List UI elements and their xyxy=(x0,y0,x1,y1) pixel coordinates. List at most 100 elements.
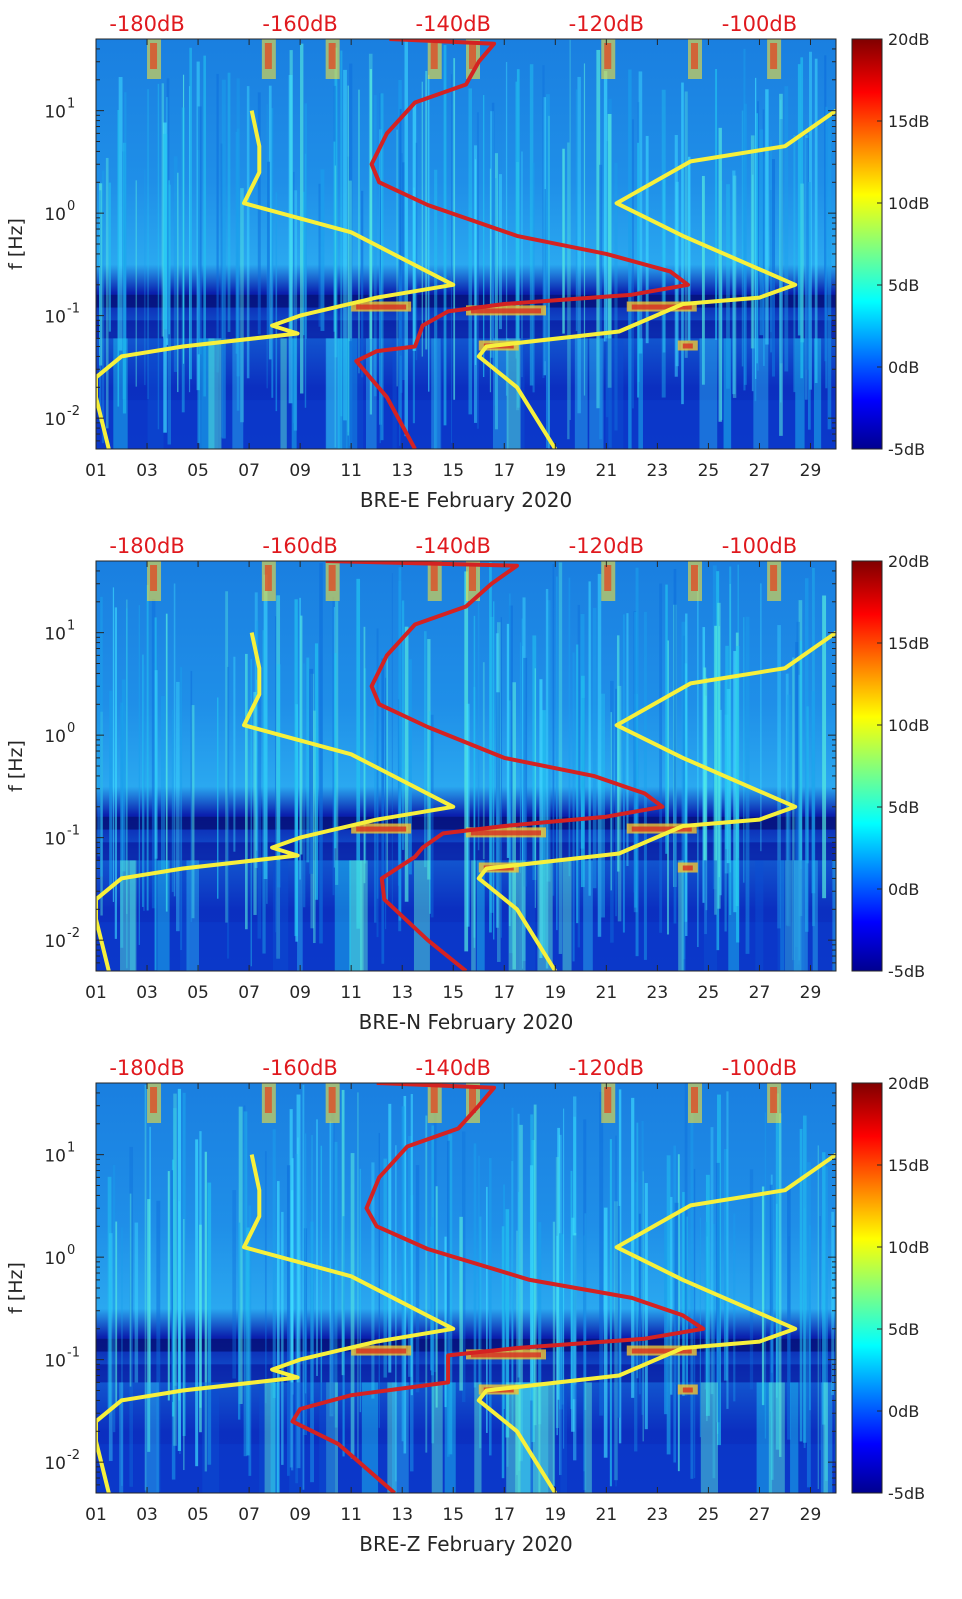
colorbar-gradient xyxy=(851,38,883,450)
colorbar-tick-label: 10dB xyxy=(888,716,930,735)
colorbar: 20dB 15dB 10dB 5dB 0dB -5dB xyxy=(851,30,930,459)
colorbar-tick-label: 0dB xyxy=(888,358,919,377)
x-tick-label: 03 xyxy=(136,461,158,481)
y-axis-label: f [Hz] xyxy=(5,218,27,270)
y-tick-label: 10 xyxy=(44,830,66,850)
y-tick-label: 10 xyxy=(44,308,66,328)
y-tick-exponent: 1 xyxy=(67,1141,75,1156)
median-psd-line xyxy=(325,561,665,971)
y-tick-label: 10 xyxy=(44,410,66,430)
x-tick-label: 05 xyxy=(187,983,209,1003)
x-tick-label: 25 xyxy=(698,1505,720,1525)
colorbar-tick-label: 15dB xyxy=(888,634,930,653)
y-tick-label: 10 xyxy=(44,1147,66,1167)
y-tick-exponent: -1 xyxy=(67,1346,80,1361)
x-tick-label: 27 xyxy=(749,461,771,481)
colorbar-tick-label: 0dB xyxy=(888,1402,919,1421)
x-tick-label: 25 xyxy=(698,461,720,481)
spectrogram-background xyxy=(96,39,836,449)
colorbar: 20dB 15dB 10dB 5dB 0dB -5dB xyxy=(851,552,930,981)
colorbar-tick-label: 20dB xyxy=(888,1074,930,1093)
top-db-label: -140dB xyxy=(416,12,491,36)
x-tick-label: 15 xyxy=(442,983,464,1003)
y-axis-label: f [Hz] xyxy=(5,740,27,792)
y-tick-exponent: 0 xyxy=(67,199,75,214)
colorbar-tick-label: -5dB xyxy=(888,962,925,981)
x-tick-label: 01 xyxy=(85,1505,107,1525)
top-db-label: -120dB xyxy=(569,12,644,36)
x-tick-label: 11 xyxy=(340,1505,362,1525)
x-tick-label: 09 xyxy=(289,461,311,481)
x-tick-label: 19 xyxy=(544,983,566,1003)
y-tick-exponent: 1 xyxy=(67,619,75,634)
x-tick-label: 11 xyxy=(340,983,362,1003)
x-tick-label: 17 xyxy=(493,983,515,1003)
top-db-label: -120dB xyxy=(569,1056,644,1080)
colorbar-tick-label: 5dB xyxy=(888,798,919,817)
x-tick-label: 01 xyxy=(85,983,107,1003)
colorbar-tick-label: 5dB xyxy=(888,1320,919,1339)
x-tick-label: 11 xyxy=(340,461,362,481)
y-tick-label: 10 xyxy=(44,932,66,952)
x-tick-label: 29 xyxy=(800,461,822,481)
x-tick-label: 15 xyxy=(442,461,464,481)
y-tick-exponent: -2 xyxy=(67,1448,80,1463)
x-tick-label: 29 xyxy=(800,983,822,1003)
x-tick-label: 05 xyxy=(187,1505,209,1525)
x-tick-label: 23 xyxy=(647,983,669,1003)
spectrogram-background xyxy=(96,1083,836,1493)
x-axis-label: BRE-Z February 2020 xyxy=(359,1532,572,1556)
x-tick-label: 17 xyxy=(493,461,515,481)
y-tick-exponent: -1 xyxy=(67,302,80,317)
x-tick-label: 13 xyxy=(391,461,413,481)
x-tick-label: 25 xyxy=(698,983,720,1003)
low-noise-model-line xyxy=(96,110,456,449)
top-db-label: -180dB xyxy=(109,534,184,558)
median-psd-line xyxy=(290,1083,706,1493)
top-db-label: -160dB xyxy=(262,534,337,558)
x-tick-label: 15 xyxy=(442,1505,464,1525)
x-tick-label: 27 xyxy=(749,1505,771,1525)
low-noise-model-line xyxy=(96,1154,456,1493)
y-tick-label: 10 xyxy=(44,103,66,123)
y-tick-exponent: -2 xyxy=(67,926,80,941)
low-noise-model-line xyxy=(96,632,456,971)
y-tick-exponent: 0 xyxy=(67,721,75,736)
top-db-label: -100dB xyxy=(722,1056,797,1080)
y-tick-label: 10 xyxy=(44,625,66,645)
high-noise-model-line xyxy=(476,1152,836,1493)
y-tick-exponent: -1 xyxy=(67,824,80,839)
x-axis-label: BRE-E February 2020 xyxy=(360,488,572,512)
colorbar-tick-label: -5dB xyxy=(888,440,925,459)
high-noise-model-line xyxy=(476,108,836,449)
x-tick-label: 17 xyxy=(493,1505,515,1525)
top-db-label: -140dB xyxy=(416,534,491,558)
colorbar-tick-label: 20dB xyxy=(888,552,930,571)
top-db-label: -180dB xyxy=(109,12,184,36)
panel-bre-z: 01 03 05 07 09 11 13 15 17 19 21 23 25 27 2910-210-110… xyxy=(5,1056,930,1556)
high-noise-model-line xyxy=(476,630,836,971)
colorbar: 20dB 15dB 10dB 5dB 0dB -5dB xyxy=(851,1074,930,1503)
x-tick-label: 23 xyxy=(647,461,669,481)
x-tick-label: 29 xyxy=(800,1505,822,1525)
colorbar-tick-label: 0dB xyxy=(888,880,919,899)
x-tick-label: 09 xyxy=(289,1505,311,1525)
y-axis-label: f [Hz] xyxy=(5,1262,27,1314)
y-tick-label: 10 xyxy=(44,205,66,225)
panel-bre-n: 01 03 05 07 09 11 13 15 17 19 21 23 25 27 2910-210-110… xyxy=(5,534,930,1034)
colorbar-tick-label: 5dB xyxy=(888,276,919,295)
top-db-label: -180dB xyxy=(109,1056,184,1080)
x-tick-label: 21 xyxy=(596,461,618,481)
x-tick-label: 19 xyxy=(544,1505,566,1525)
x-tick-label: 09 xyxy=(289,983,311,1003)
colorbar-gradient xyxy=(851,560,883,972)
top-db-label: -160dB xyxy=(262,1056,337,1080)
x-tick-label: 19 xyxy=(544,461,566,481)
y-tick-label: 10 xyxy=(44,727,66,747)
x-tick-label: 07 xyxy=(238,461,260,481)
median-psd-line xyxy=(354,39,690,449)
colorbar-tick-label: 20dB xyxy=(888,30,930,49)
x-tick-label: 05 xyxy=(187,461,209,481)
y-tick-exponent: 0 xyxy=(67,1243,75,1258)
